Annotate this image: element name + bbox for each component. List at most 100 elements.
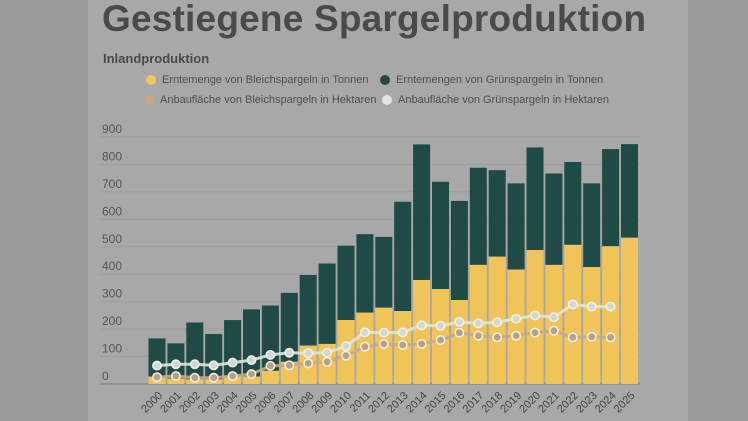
bar-gruen-ernte bbox=[507, 183, 525, 270]
bar-bleich-ernte bbox=[413, 279, 431, 384]
bar-gruen-ernte bbox=[186, 322, 204, 380]
point-gruen-flaeche bbox=[359, 327, 370, 338]
legend-label: Anbaufläche von Grünspargeln in Hektaren bbox=[398, 94, 609, 106]
point-gruen-flaeche bbox=[189, 359, 200, 370]
point-bleich-flaeche bbox=[322, 356, 333, 367]
point-gruen-flaeche bbox=[378, 327, 389, 338]
legend-item-gruen-ernte: Erntemengen von Grünspargeln in Tonnen bbox=[380, 74, 603, 86]
point-bleich-flaeche bbox=[227, 371, 238, 381]
legend-swatch-yellow bbox=[146, 75, 156, 85]
point-gruen-flaeche bbox=[435, 320, 446, 331]
left-margin bbox=[0, 0, 88, 421]
bar-gruen-ernte bbox=[318, 263, 336, 344]
legend-swatch-white bbox=[382, 95, 392, 105]
point-bleich-flaeche bbox=[303, 358, 314, 369]
point-bleich-flaeche bbox=[492, 332, 503, 343]
bar-bleich-ernte bbox=[243, 376, 260, 384]
point-gruen-flaeche bbox=[265, 349, 276, 360]
bar-gruen-ernte bbox=[299, 275, 317, 346]
point-gruen-flaeche bbox=[416, 320, 427, 331]
point-bleich-flaeche bbox=[265, 360, 276, 371]
y-tick-label: 0 bbox=[102, 369, 109, 383]
bar-gruen-ernte bbox=[148, 338, 166, 377]
legend-label: Erntemenge von Bleichspargeln in Tonnen bbox=[162, 74, 369, 86]
point-gruen-flaeche bbox=[567, 299, 578, 310]
x-tick-label: 2025 bbox=[612, 390, 638, 416]
point-gruen-flaeche bbox=[605, 301, 616, 312]
y-tick-label: 200 bbox=[102, 314, 122, 328]
y-tick-label: 300 bbox=[102, 287, 122, 301]
point-bleich-flaeche bbox=[378, 338, 389, 349]
bar-gruen-ernte bbox=[450, 200, 468, 301]
bar-gruen-ernte bbox=[356, 234, 374, 313]
bar-bleich-ernte bbox=[507, 269, 525, 384]
bar-gruen-ernte bbox=[432, 181, 449, 290]
point-gruen-flaeche bbox=[586, 301, 597, 312]
bar-gruen-ernte bbox=[602, 149, 620, 247]
point-gruen-flaeche bbox=[530, 310, 540, 321]
y-tick-label: 100 bbox=[102, 342, 122, 356]
point-gruen-flaeche bbox=[152, 360, 162, 371]
y-tick-label: 800 bbox=[102, 149, 122, 163]
point-gruen-flaeche bbox=[208, 360, 219, 371]
point-bleich-flaeche bbox=[189, 372, 200, 383]
bar-gruen-ernte bbox=[564, 161, 582, 245]
point-bleich-flaeche bbox=[435, 335, 446, 346]
bar-bleich-ernte bbox=[450, 300, 468, 384]
legend-label: Erntemengen von Grünspargeln in Tonnen bbox=[396, 74, 604, 86]
point-gruen-flaeche bbox=[284, 347, 295, 358]
point-bleich-flaeche bbox=[454, 327, 465, 338]
point-bleich-flaeche bbox=[530, 327, 540, 338]
bar-gruen-ernte bbox=[621, 144, 638, 238]
chart-subtitle: Inlandproduktion bbox=[103, 51, 210, 66]
y-tick-label: 400 bbox=[102, 259, 122, 273]
bar-gruen-ernte bbox=[337, 245, 355, 321]
bar-gruen-ernte bbox=[413, 144, 431, 280]
point-bleich-flaeche bbox=[567, 332, 578, 343]
point-bleich-flaeche bbox=[416, 338, 427, 349]
point-gruen-flaeche bbox=[170, 359, 181, 370]
point-bleich-flaeche bbox=[284, 360, 295, 371]
point-gruen-flaeche bbox=[227, 357, 238, 368]
point-gruen-flaeche bbox=[397, 327, 408, 338]
bar-gruen-ernte bbox=[545, 173, 563, 265]
bar-gruen-ernte bbox=[469, 167, 487, 265]
point-bleich-flaeche bbox=[586, 331, 597, 342]
chart-title: Gestiegene Spargelproduktion bbox=[102, 0, 647, 39]
bar-gruen-ernte bbox=[205, 334, 223, 380]
y-tick-label: 500 bbox=[102, 232, 122, 246]
bar-bleich-ernte bbox=[545, 264, 563, 384]
bar-gruen-ernte bbox=[243, 309, 260, 377]
point-gruen-flaeche bbox=[341, 341, 351, 352]
point-bleich-flaeche bbox=[548, 325, 559, 336]
bar-gruen-ernte bbox=[526, 147, 544, 251]
bar-gruen-ernte bbox=[224, 320, 242, 377]
bar-gruen-ernte bbox=[488, 170, 506, 257]
bar-bleich-ernte bbox=[564, 244, 582, 384]
bar-bleich-ernte bbox=[621, 237, 638, 384]
y-tick-label: 700 bbox=[102, 177, 122, 191]
point-bleich-flaeche bbox=[473, 330, 484, 341]
bar-gruen-ernte bbox=[394, 201, 412, 311]
point-gruen-flaeche bbox=[454, 317, 465, 327]
legend-swatch-green bbox=[380, 75, 390, 85]
y-tick-label: 600 bbox=[102, 204, 122, 218]
point-bleich-flaeche bbox=[341, 350, 351, 361]
bar-bleich-ernte bbox=[167, 378, 185, 384]
point-bleich-flaeche bbox=[208, 372, 219, 383]
bar-gruen-ernte bbox=[583, 183, 601, 268]
point-gruen-flaeche bbox=[322, 347, 333, 358]
bar-bleich-ernte bbox=[583, 267, 601, 384]
point-gruen-flaeche bbox=[548, 312, 559, 323]
point-bleich-flaeche bbox=[170, 371, 181, 381]
right-margin bbox=[688, 0, 748, 421]
point-gruen-flaeche bbox=[492, 317, 503, 328]
point-gruen-flaeche bbox=[246, 355, 257, 366]
point-bleich-flaeche bbox=[246, 369, 257, 380]
point-gruen-flaeche bbox=[303, 348, 314, 359]
bar-bleich-ernte bbox=[261, 370, 279, 384]
legend-item-gruen-flaeche: Anbaufläche von Grünspargeln in Hektaren bbox=[382, 94, 609, 106]
legend-item-bleich-flaeche: Anbaufläche von Bleichspargeln in Hektar… bbox=[144, 94, 376, 106]
bar-bleich-ernte bbox=[602, 246, 620, 384]
